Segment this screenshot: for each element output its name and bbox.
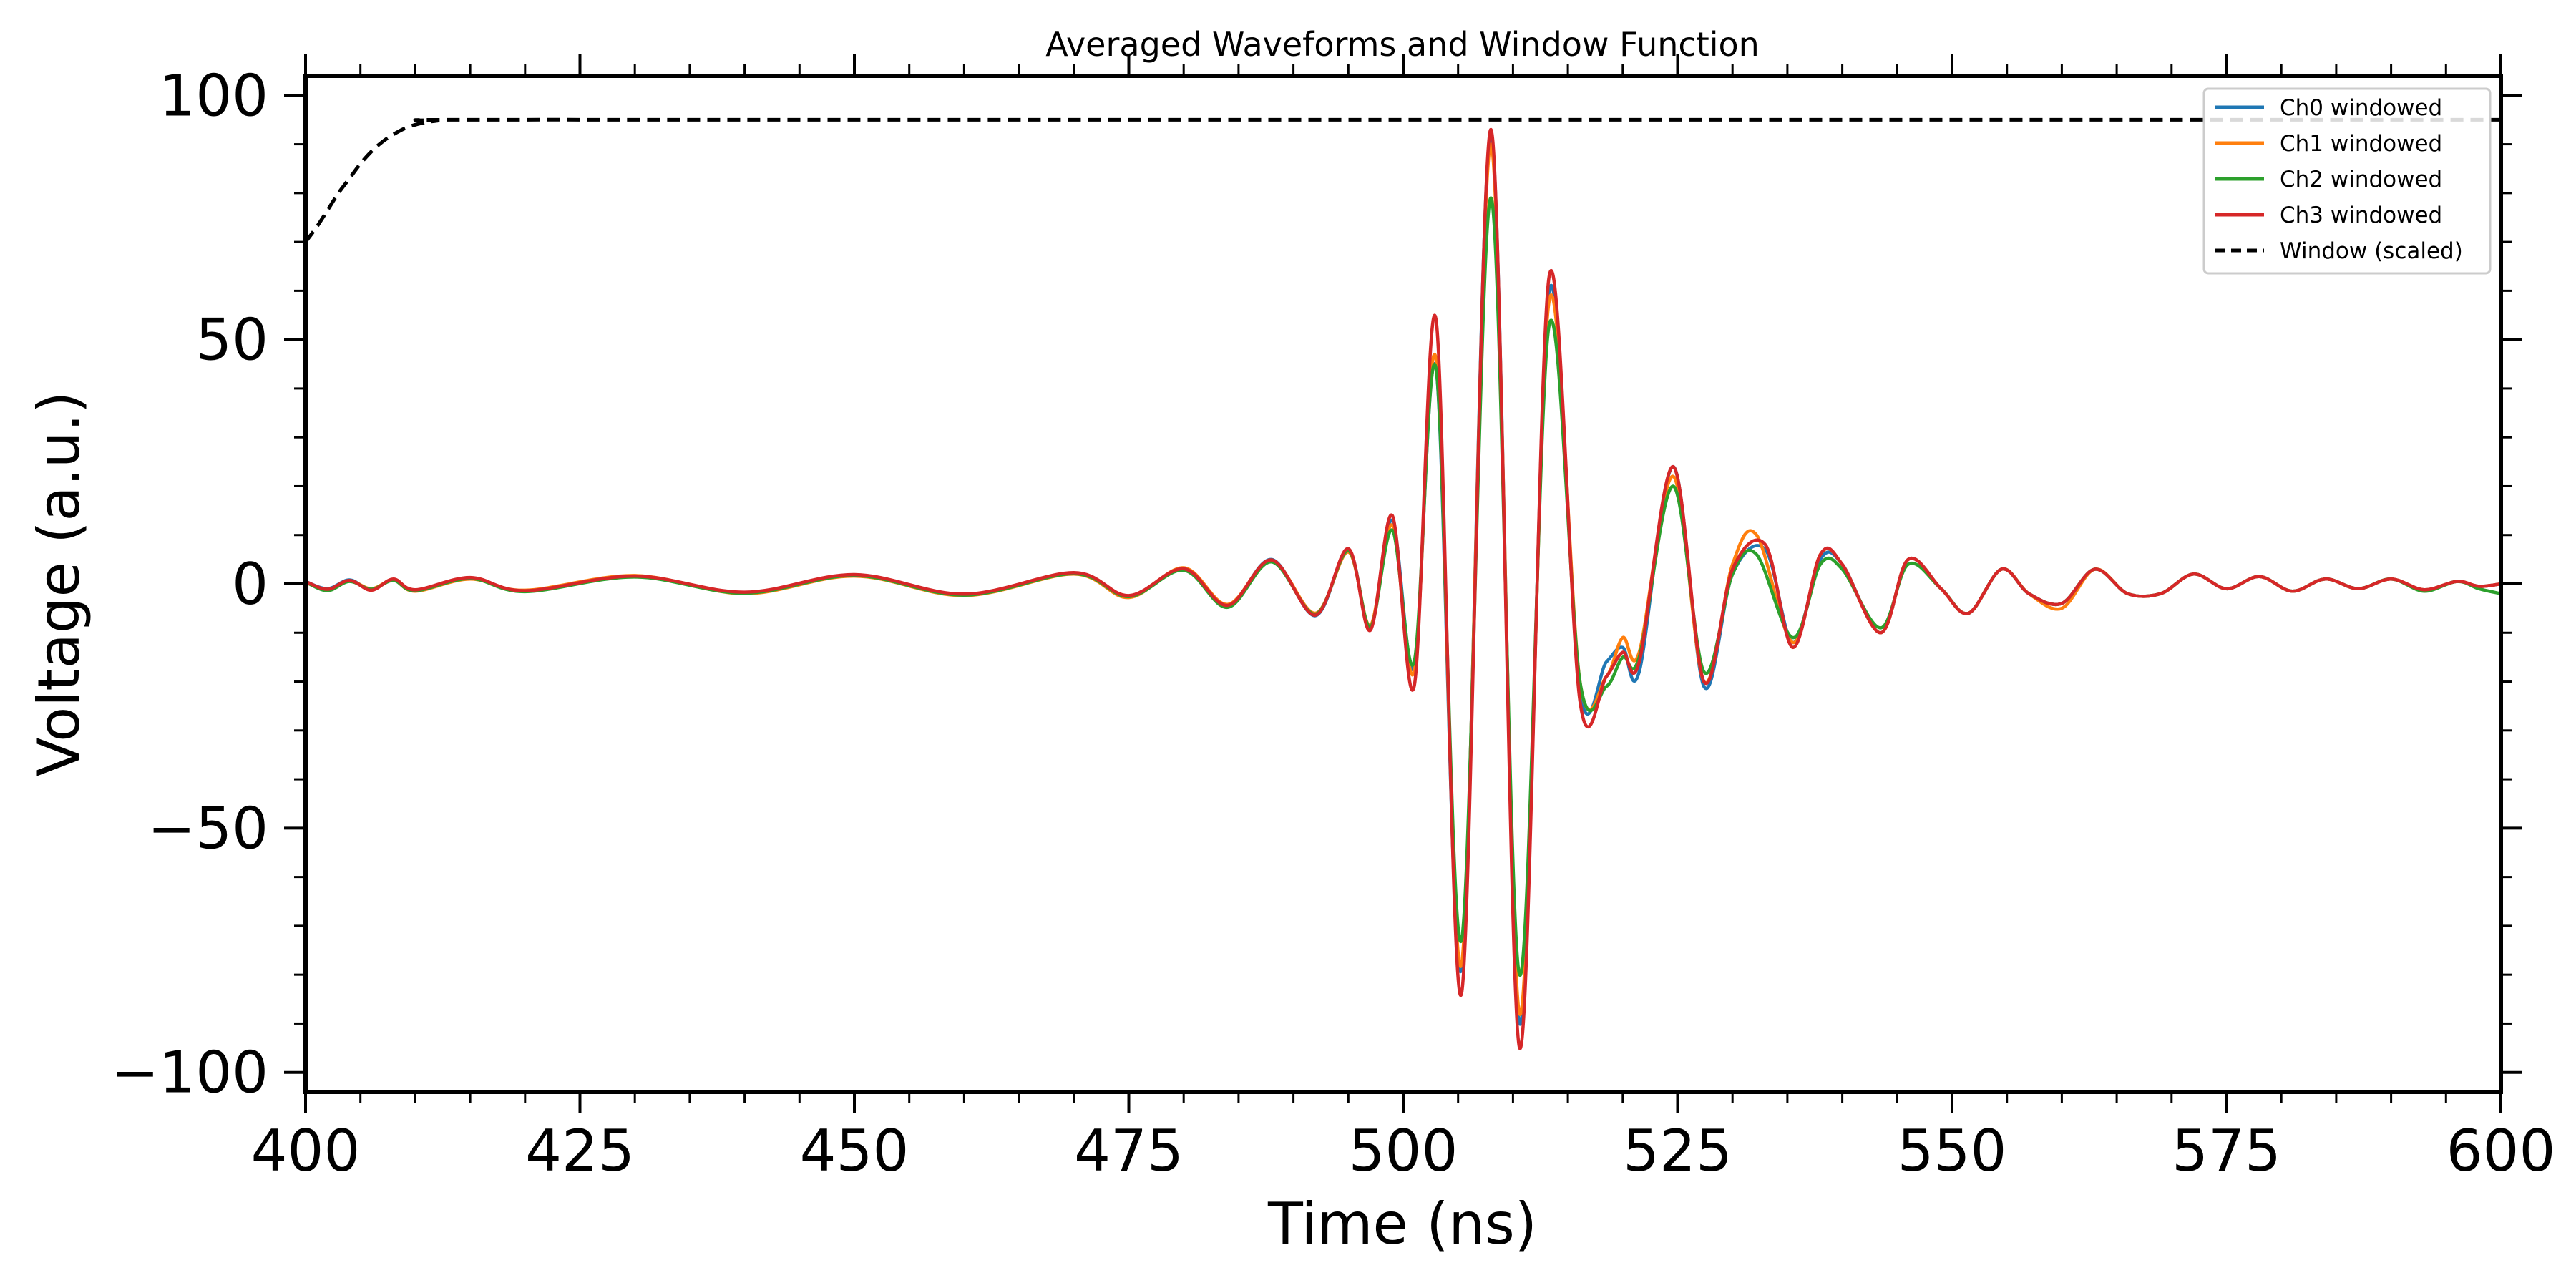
plot-frame: [303, 74, 2503, 1094]
legend-box: [2202, 87, 2492, 275]
x-tick-label: 550: [1898, 1118, 2007, 1184]
x-tick-label: 500: [1349, 1118, 1458, 1184]
x-tick-label: 400: [251, 1118, 361, 1184]
x-axis-label: Time (ns): [1267, 1191, 1537, 1257]
series-line-1: [306, 142, 2501, 1016]
series-line-0: [306, 132, 2501, 1026]
series-line-3: [306, 127, 2501, 1050]
legend-entry: Window (scaled): [2215, 238, 2463, 264]
y-tick-label: 50: [195, 307, 268, 374]
y-tick-label: 0: [232, 551, 268, 618]
y-tick-label: −50: [147, 795, 268, 862]
x-tick-label: 450: [800, 1118, 909, 1184]
x-tick-label: 475: [1074, 1118, 1184, 1184]
y-tick-label: −100: [111, 1040, 268, 1106]
y-tick-label: 100: [159, 62, 268, 129]
legend: Ch0 windowed Ch1 windowed Ch2 windowed Ch3 …: [2202, 87, 2492, 275]
series-line-4: [306, 117, 2501, 243]
legend-label: Ch2 windowed: [2280, 167, 2442, 192]
legend-label: Window (scaled): [2280, 238, 2463, 264]
x-tick-label: 575: [2172, 1118, 2281, 1184]
legend-entry: Ch3 windowed: [2215, 203, 2442, 228]
legend-entry: Ch2 windowed: [2215, 167, 2442, 192]
x-tick-label: 600: [2446, 1118, 2556, 1184]
x-tick-label: 425: [525, 1118, 635, 1184]
series-layer: [306, 117, 2501, 1050]
legend-label: Ch3 windowed: [2280, 203, 2442, 228]
ticks-layer: 400 425 450 475 500 525 550 575 600 −100 −50 0 50 100: [111, 54, 2555, 1184]
x-tick-label: 525: [1623, 1118, 1732, 1184]
legend-entry: Ch0 windowed: [2215, 95, 2442, 121]
legend-label: Ch1 windowed: [2280, 131, 2442, 157]
legend-entry: Ch1 windowed: [2215, 131, 2442, 157]
legend-label: Ch0 windowed: [2280, 95, 2442, 121]
y-axis-label: Voltage (a.u.): [26, 391, 92, 777]
